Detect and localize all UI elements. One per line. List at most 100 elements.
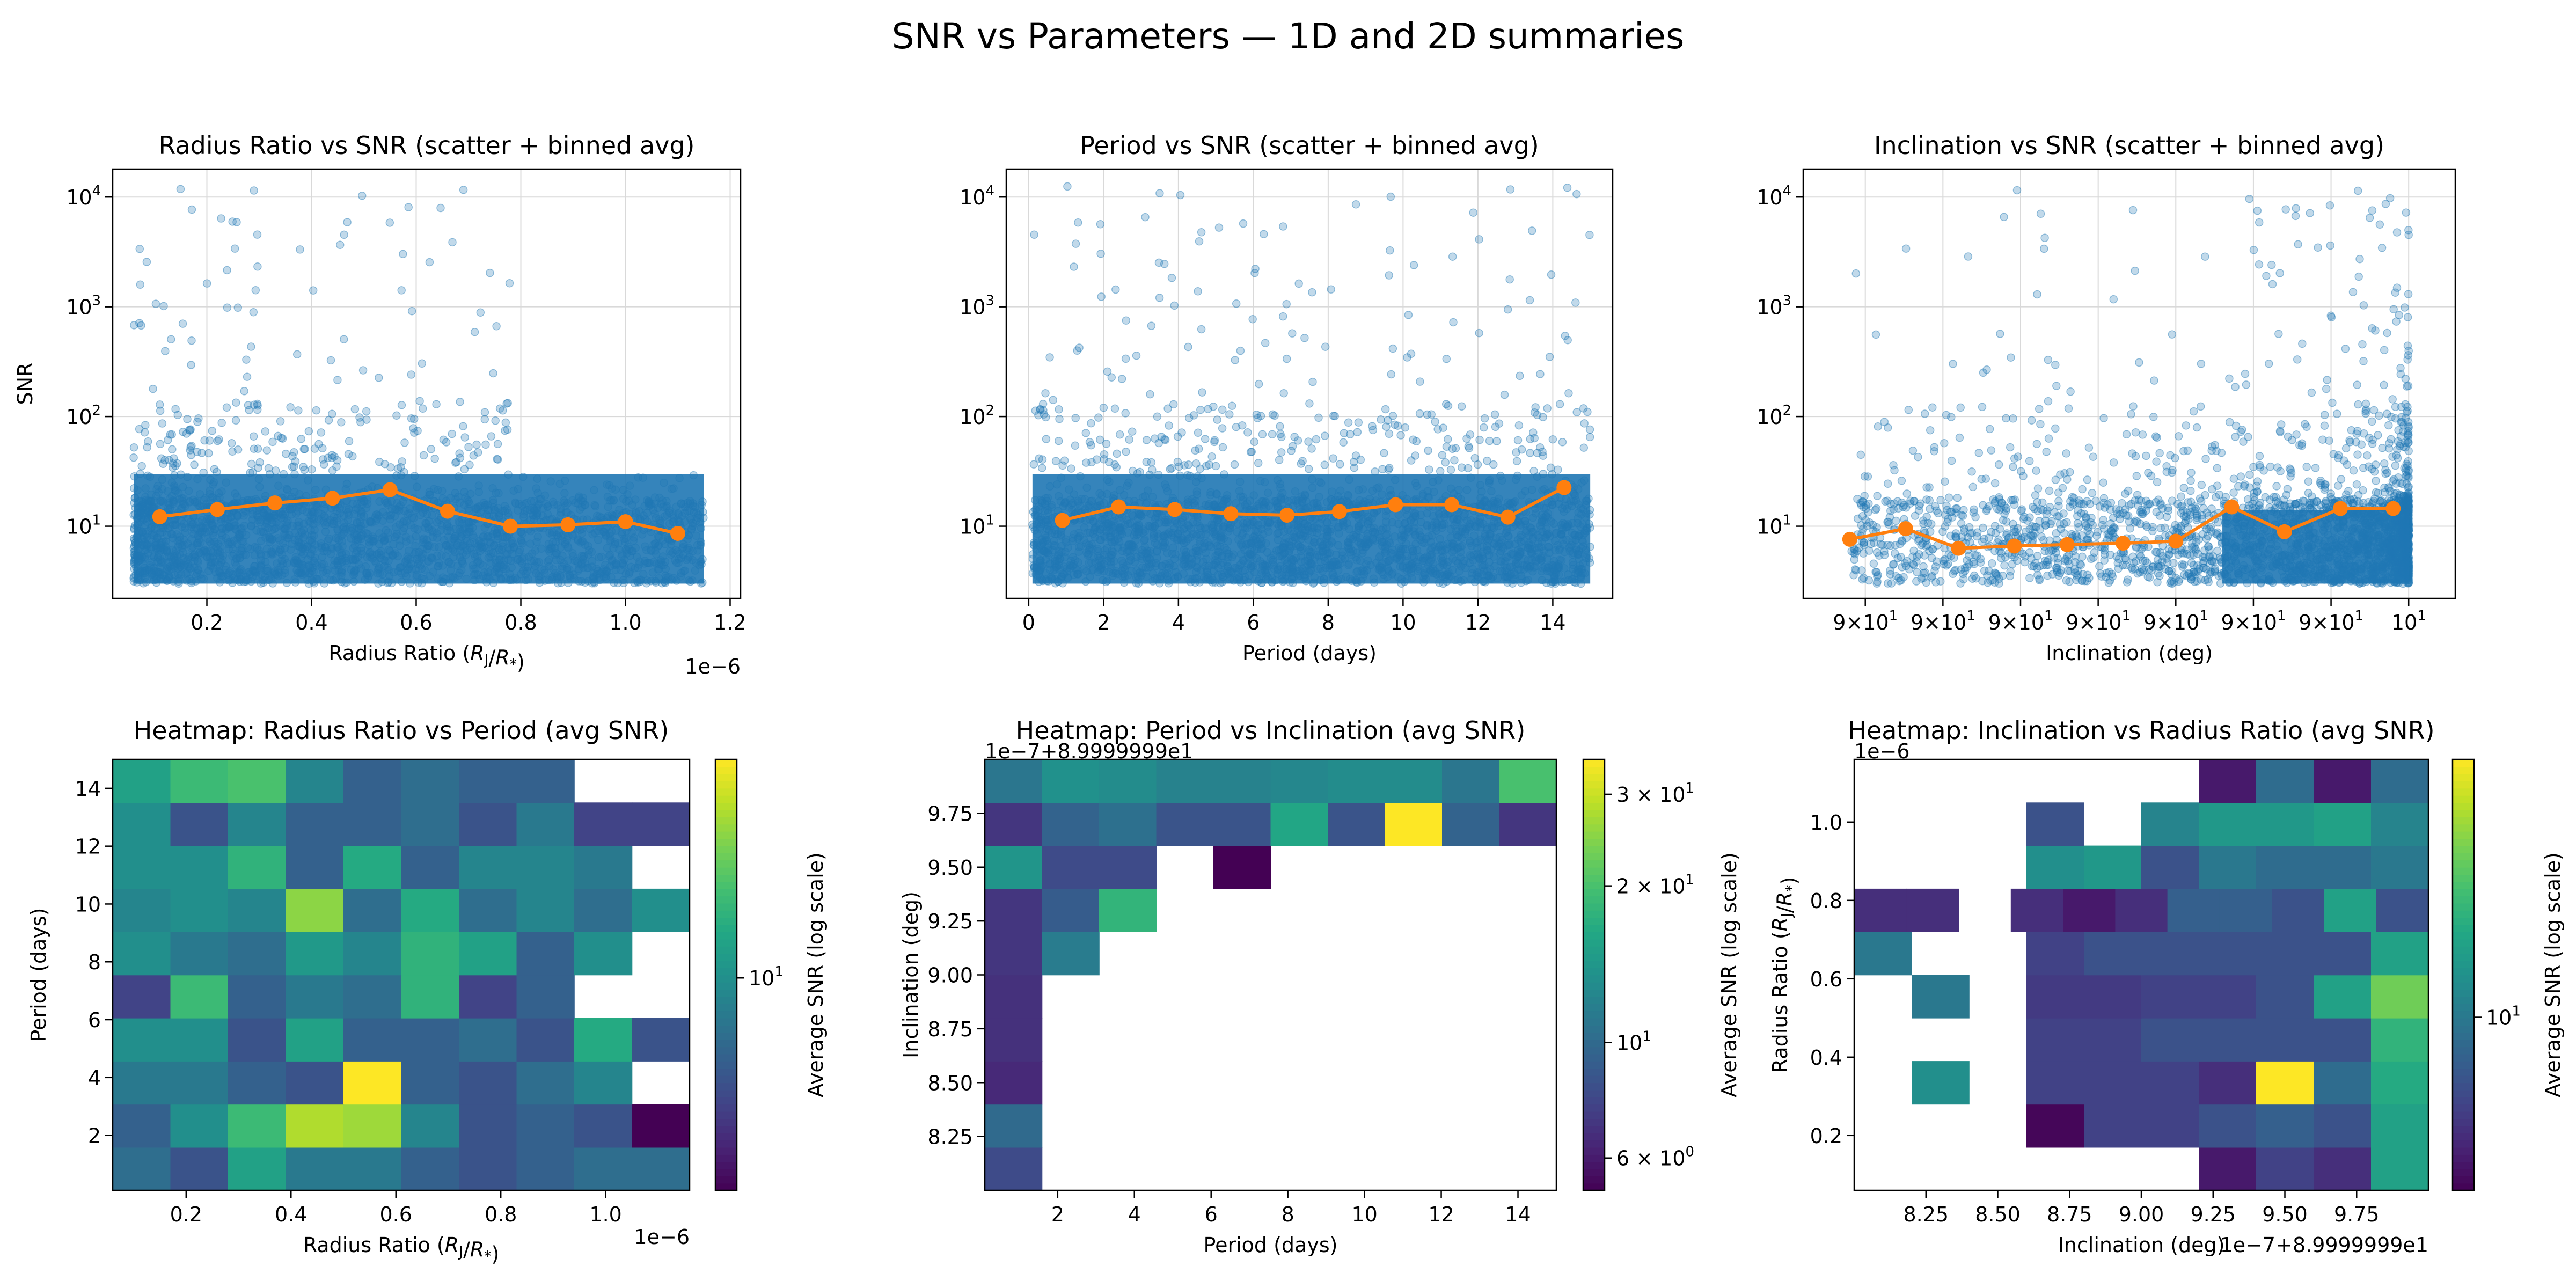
dense-point-band — [134, 474, 704, 584]
scatter-point — [404, 203, 413, 211]
scatter-point — [1113, 449, 1121, 458]
scatter-point — [1314, 413, 1323, 422]
binned-avg-marker — [503, 518, 518, 534]
binned-avg-marker — [670, 525, 685, 541]
scatter-point — [1458, 463, 1466, 472]
figure-title: SNR vs Parameters — 1D and 2D summaries — [892, 16, 1685, 57]
scatter-point — [1385, 271, 1393, 280]
scatter-point — [1579, 443, 1589, 452]
scatter-point — [493, 455, 501, 464]
scatter-point — [1585, 425, 1594, 434]
scatter-point — [312, 406, 321, 415]
scatter-point — [1081, 429, 1091, 437]
scatter-point — [297, 435, 306, 443]
scatter-point — [178, 319, 187, 328]
scatter-point — [432, 400, 441, 408]
scatter-point — [291, 457, 300, 466]
scatter-point — [1063, 182, 1072, 191]
scatter-point — [1261, 339, 1270, 347]
scatter-point — [1571, 298, 1580, 307]
scatter-point — [1055, 414, 1064, 423]
binned-avg-marker — [325, 491, 340, 506]
scatter-point — [324, 416, 333, 425]
scatter-point — [355, 413, 364, 422]
scatter-point — [264, 464, 273, 473]
scatter-point — [1351, 200, 1360, 209]
x-tick-label: 0.6 — [400, 611, 432, 634]
scatter-point — [1279, 389, 1288, 398]
scatter-point — [1439, 423, 1447, 432]
scatter-point — [1196, 405, 1205, 414]
scatter-point — [1146, 390, 1154, 399]
scatter-point — [1409, 261, 1418, 269]
scatter-point — [228, 447, 237, 456]
scatter-point — [1294, 279, 1303, 288]
scatter-point — [187, 451, 195, 459]
scatter-point — [1141, 213, 1150, 222]
scatter-point — [407, 306, 416, 316]
scatter-point — [1572, 408, 1581, 416]
scatter-point — [156, 400, 164, 409]
scatter-point — [1489, 460, 1498, 469]
scatter-point — [1197, 325, 1206, 334]
scatter-point — [1349, 458, 1358, 466]
scatter-point — [1096, 250, 1105, 258]
x-tick-label: 0.4 — [295, 611, 327, 634]
scatter-point — [397, 401, 406, 409]
scatter-point — [1442, 355, 1451, 363]
scatter-point — [481, 440, 490, 449]
scatter-point — [204, 449, 213, 458]
scatter-point — [499, 406, 507, 415]
scatter-point — [243, 372, 252, 381]
scatter-point — [247, 342, 255, 351]
scatter-point — [1209, 402, 1218, 411]
scatter-point — [251, 286, 260, 295]
scatter-point — [491, 416, 500, 425]
scatter-point — [296, 245, 304, 254]
scatter-point — [492, 322, 501, 331]
scatter-point — [1214, 223, 1224, 232]
scatter-point — [1260, 230, 1268, 238]
scatter-point — [277, 434, 286, 442]
scatter-point — [135, 319, 144, 327]
scatter-point — [1404, 311, 1413, 319]
scatter-point — [1446, 465, 1455, 474]
scatter-point — [503, 425, 512, 434]
scatter-point — [1386, 246, 1394, 255]
scatter-point — [156, 440, 165, 449]
scatter-point — [493, 440, 502, 449]
scatter-point — [1236, 346, 1245, 355]
scatter-point — [464, 443, 473, 451]
scatter-point — [208, 427, 217, 435]
panel-title: Radius Ratio vs SNR (scatter + binned av… — [158, 131, 694, 160]
scatter-point — [250, 186, 258, 195]
scatter-point — [1071, 441, 1080, 450]
scatter-point — [1396, 431, 1405, 440]
scatter-point — [1208, 452, 1216, 461]
scatter-point — [1192, 459, 1201, 468]
scatter-point — [261, 427, 270, 436]
scatter-point — [1075, 343, 1084, 352]
scatter-point — [1427, 410, 1436, 419]
scatter-point — [294, 406, 303, 415]
scatter-point — [1546, 463, 1555, 472]
scatter-point — [1500, 390, 1509, 399]
scatter-point — [448, 429, 456, 438]
scatter-point — [254, 464, 262, 472]
scatter-point — [1275, 456, 1284, 464]
scatter-point — [1247, 448, 1256, 456]
scatter-point — [240, 387, 248, 396]
scatter-point — [1475, 328, 1483, 338]
scatter-point — [487, 432, 496, 441]
scatter-point — [459, 186, 468, 194]
scatter-point — [137, 321, 145, 330]
scatter-point — [396, 463, 405, 472]
scatter-point — [217, 419, 226, 427]
scatter-point — [1148, 465, 1157, 474]
scatter-point — [1251, 265, 1260, 273]
scatter-point — [1167, 274, 1176, 282]
scatter-point — [409, 424, 418, 433]
scatter-point — [215, 435, 223, 444]
